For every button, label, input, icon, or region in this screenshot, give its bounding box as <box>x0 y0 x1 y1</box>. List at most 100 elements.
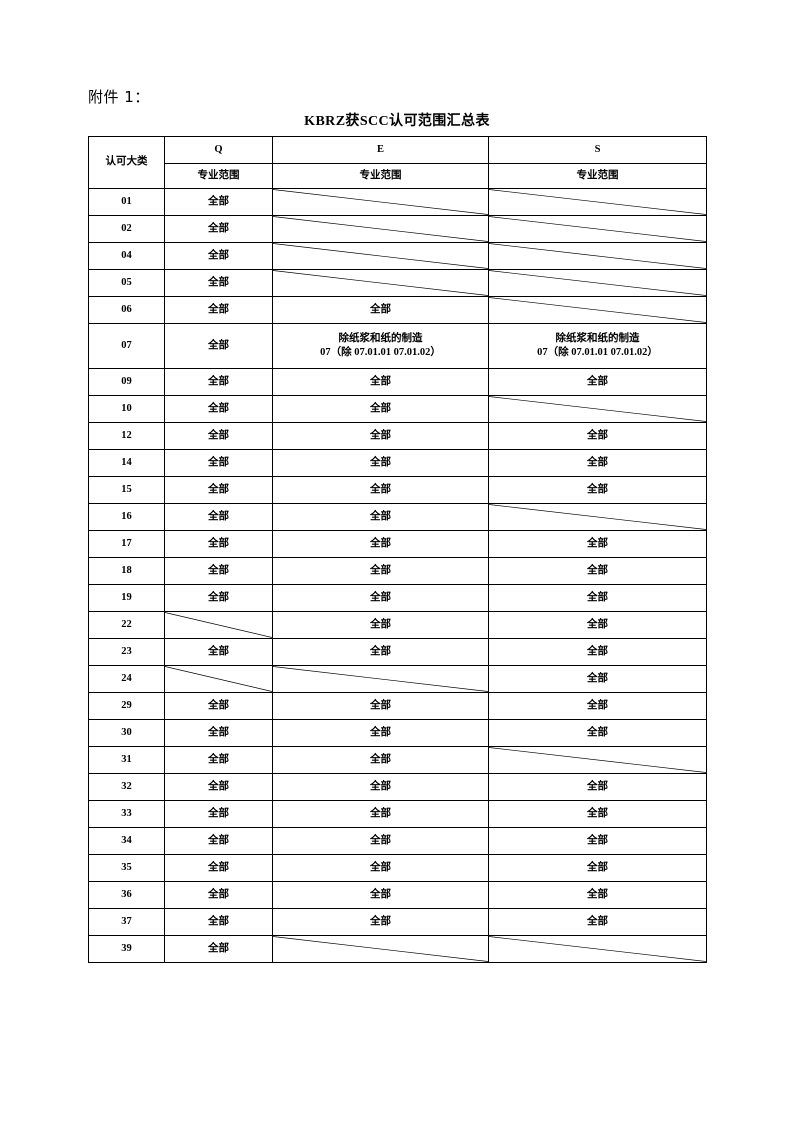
scope-cell-s-not-applicable <box>488 242 707 270</box>
scope-cell-e: 全部 <box>272 854 489 882</box>
header-row-subtitles: 专业范围 专业范围 专业范围 <box>89 163 707 189</box>
table-row: 37 全部 全部 全部 <box>88 908 707 936</box>
scope-cell-q: 全部 <box>164 422 273 450</box>
scope-cell-q: 全部 <box>164 746 273 774</box>
scope-cell-s-not-applicable <box>488 395 707 423</box>
row-code: 01 <box>88 188 165 216</box>
table-body: 01 全部 02 全部 04 全部 05 全部 06 全部 全部 07 全部 除纸浆和纸的制造 07（除 0… <box>88 188 707 963</box>
row-code: 31 <box>88 746 165 774</box>
scope-cell-s: 全部 <box>488 449 707 477</box>
table-row: 09 全部 全部 全部 <box>88 368 707 396</box>
scope-cell-e: 全部 <box>272 638 489 666</box>
header-column-q: Q <box>164 136 273 164</box>
scope-cell-e: 全部 <box>272 908 489 936</box>
row-code: 32 <box>88 773 165 801</box>
header-subtitle-s: 专业范围 <box>488 163 707 189</box>
scope-cell-q: 全部 <box>164 323 273 369</box>
scope-cell-e-not-applicable <box>272 215 489 243</box>
scope-cell-s: 全部 <box>488 854 707 882</box>
scope-cell-s: 全部 <box>488 476 707 504</box>
row-code: 05 <box>88 269 165 297</box>
table-row: 05 全部 <box>88 269 707 297</box>
scope-cell-e: 全部 <box>272 827 489 855</box>
scope-cell-q: 全部 <box>164 269 273 297</box>
scope-cell-s: 全部 <box>488 719 707 747</box>
scope-cell-q: 全部 <box>164 503 273 531</box>
accreditation-scope-table: 认可大类 Q E S 专业范围 专业范围 专业范围 01 全部 02 全部 04 全部 05… <box>88 136 707 963</box>
scope-cell-q: 全部 <box>164 638 273 666</box>
scope-cell-q-not-applicable <box>164 611 273 639</box>
header-column-s: S <box>488 136 707 164</box>
scope-cell-e: 全部 <box>272 368 489 396</box>
table-row: 04 全部 <box>88 242 707 270</box>
row-code: 16 <box>88 503 165 531</box>
scope-cell-s-not-applicable <box>488 503 707 531</box>
scope-cell-s: 全部 <box>488 611 707 639</box>
scope-cell-q: 全部 <box>164 800 273 828</box>
row-code: 23 <box>88 638 165 666</box>
scope-cell-s: 全部 <box>488 638 707 666</box>
table-row: 30 全部 全部 全部 <box>88 719 707 747</box>
scope-cell-q: 全部 <box>164 719 273 747</box>
table-row: 02 全部 <box>88 215 707 243</box>
scope-cell-e-not-applicable <box>272 242 489 270</box>
scope-cell-s: 全部 <box>488 773 707 801</box>
scope-line-2: 07（除 07.01.01 07.01.02） <box>320 347 441 358</box>
table-row: 10 全部 全部 <box>88 395 707 423</box>
row-code: 14 <box>88 449 165 477</box>
table-row: 14 全部 全部 全部 <box>88 449 707 477</box>
scope-cell-e-not-applicable <box>272 665 489 693</box>
scope-cell-q: 全部 <box>164 773 273 801</box>
attachment-label: 附件 1： <box>88 88 150 106</box>
row-code: 33 <box>88 800 165 828</box>
table-row: 29 全部 全部 全部 <box>88 692 707 720</box>
scope-cell-q: 全部 <box>164 854 273 882</box>
scope-line-1: 除纸浆和纸的制造 <box>555 332 640 344</box>
scope-cell-e: 全部 <box>272 746 489 774</box>
row-code: 09 <box>88 368 165 396</box>
header-subtitle-q: 专业范围 <box>164 163 273 189</box>
scope-cell-s: 全部 <box>488 368 707 396</box>
row-code: 15 <box>88 476 165 504</box>
scope-cell-q: 全部 <box>164 557 273 585</box>
scope-cell-s-not-applicable <box>488 215 707 243</box>
scope-line-1: 除纸浆和纸的制造 <box>338 332 423 344</box>
row-code: 39 <box>88 935 165 963</box>
row-code: 19 <box>88 584 165 612</box>
table-row: 34 全部 全部 全部 <box>88 827 707 855</box>
table-row: 23 全部 全部 全部 <box>88 638 707 666</box>
row-code: 22 <box>88 611 165 639</box>
scope-cell-e: 全部 <box>272 422 489 450</box>
scope-cell-s-not-applicable <box>488 935 707 963</box>
scope-cell-e: 全部 <box>272 530 489 558</box>
row-code: 04 <box>88 242 165 270</box>
row-code: 29 <box>88 692 165 720</box>
table-row: 33 全部 全部 全部 <box>88 800 707 828</box>
scope-cell-e: 全部 <box>272 503 489 531</box>
scope-cell-s: 全部 <box>488 692 707 720</box>
scope-cell-s-not-applicable <box>488 269 707 297</box>
table-row: 01 全部 <box>88 188 707 216</box>
scope-cell-q: 全部 <box>164 827 273 855</box>
scope-cell-e: 除纸浆和纸的制造 07（除 07.01.01 07.01.02） <box>272 323 489 369</box>
row-code: 36 <box>88 881 165 909</box>
row-code: 37 <box>88 908 165 936</box>
row-code: 17 <box>88 530 165 558</box>
row-code: 12 <box>88 422 165 450</box>
row-code: 07 <box>88 323 165 369</box>
scope-cell-q: 全部 <box>164 584 273 612</box>
scope-cell-q: 全部 <box>164 530 273 558</box>
scope-cell-e-not-applicable <box>272 188 489 216</box>
row-code: 30 <box>88 719 165 747</box>
row-code: 18 <box>88 557 165 585</box>
table-row: 17 全部 全部 全部 <box>88 530 707 558</box>
scope-cell-e: 全部 <box>272 773 489 801</box>
scope-cell-q: 全部 <box>164 881 273 909</box>
scope-cell-s-not-applicable <box>488 746 707 774</box>
scope-cell-s: 全部 <box>488 584 707 612</box>
table-row: 18 全部 全部 全部 <box>88 557 707 585</box>
scope-cell-q: 全部 <box>164 449 273 477</box>
scope-cell-q: 全部 <box>164 188 273 216</box>
row-code: 34 <box>88 827 165 855</box>
